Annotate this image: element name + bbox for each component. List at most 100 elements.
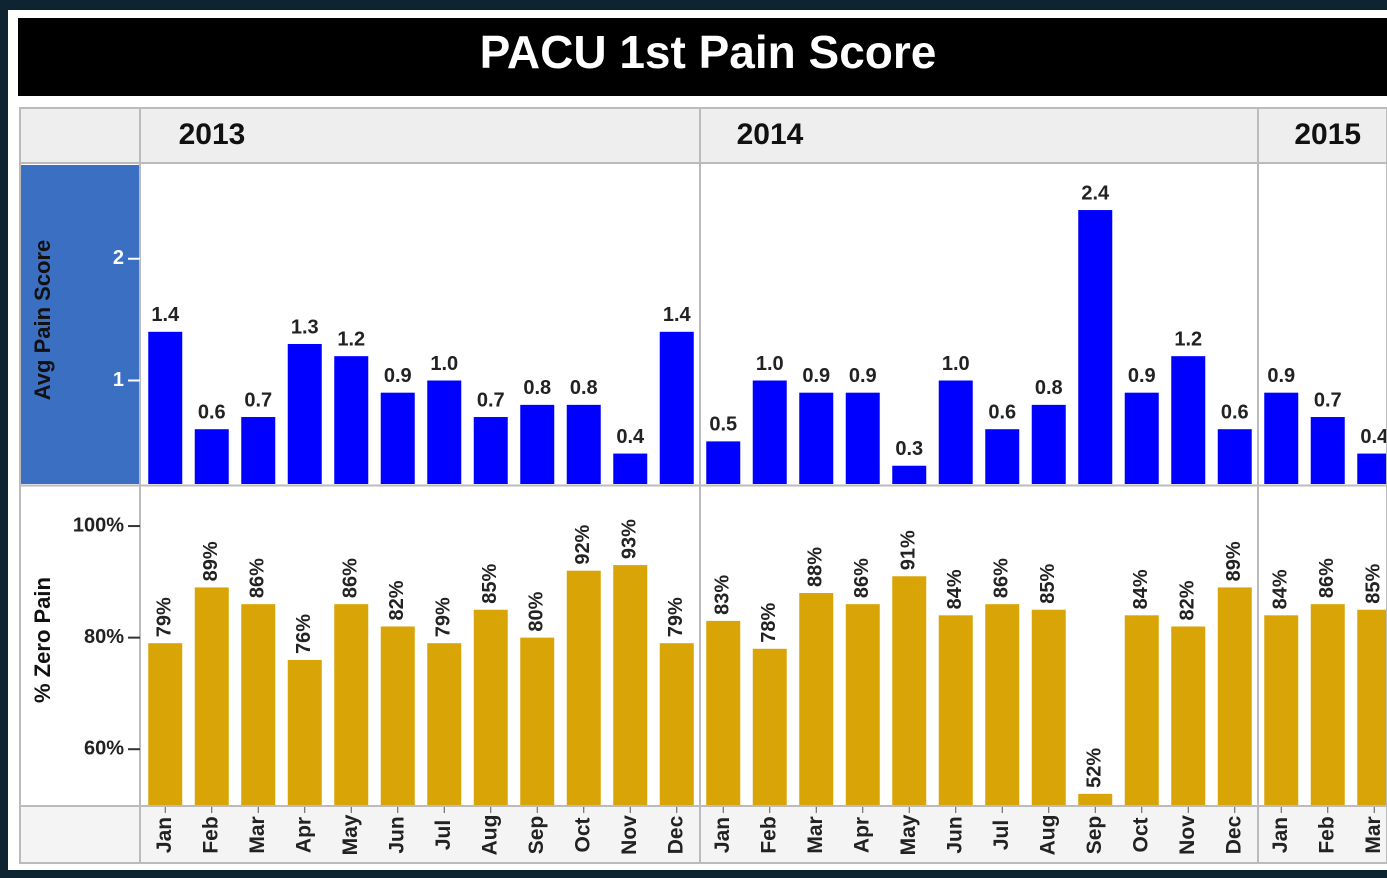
data-label: 82% xyxy=(1177,580,1199,620)
plot: 2013 Jan Feb Mar Apr May Jun Jul Aug Sep Oct Nov Dec… xyxy=(20,108,1387,863)
bar xyxy=(380,626,415,805)
x-tick-label: Nov xyxy=(1176,815,1199,855)
bar xyxy=(194,429,229,484)
x-tick-label: Sep xyxy=(525,816,548,855)
bar xyxy=(427,643,462,805)
data-label: 0.9 xyxy=(802,365,830,387)
bar xyxy=(380,392,415,484)
data-label: 1.0 xyxy=(756,353,784,375)
data-label: 93% xyxy=(619,519,641,559)
data-label: 0.8 xyxy=(570,377,598,399)
bar xyxy=(613,453,648,484)
data-label: 1.3 xyxy=(291,316,319,338)
data-label: 79% xyxy=(433,597,455,637)
bar xyxy=(706,441,741,484)
data-label: 85% xyxy=(1363,563,1385,603)
data-label: 0.9 xyxy=(1267,365,1295,387)
bar xyxy=(845,392,880,484)
data-label: 1.0 xyxy=(942,353,970,375)
data-label: 85% xyxy=(1037,563,1059,603)
year-label: 2014 xyxy=(737,118,804,151)
x-tick-label: Jan xyxy=(711,817,734,853)
x-tick-label: Jul xyxy=(432,820,455,850)
bar xyxy=(613,565,648,805)
data-label: 0.9 xyxy=(384,365,412,387)
x-tick-label: Jan xyxy=(153,817,176,853)
bar xyxy=(148,643,183,805)
x-tick-label: Aug xyxy=(478,815,501,856)
bar xyxy=(1171,356,1206,484)
bar xyxy=(241,417,276,484)
y-axis-label: Avg Pain Score xyxy=(30,240,55,401)
data-label: 1.4 xyxy=(151,304,180,326)
bar xyxy=(659,643,694,805)
bar xyxy=(892,576,927,805)
bar xyxy=(427,380,462,484)
bar xyxy=(938,380,973,484)
bar xyxy=(799,392,834,484)
x-tick-label: Sep xyxy=(1083,816,1106,855)
bar xyxy=(1171,626,1206,805)
year-label: 2013 xyxy=(179,118,246,151)
x-tick-label: Dec xyxy=(664,815,687,854)
data-label: 79% xyxy=(665,597,687,637)
data-label: 0.9 xyxy=(1128,365,1156,387)
data-label: 84% xyxy=(1270,569,1292,609)
data-label: 1.4 xyxy=(663,304,692,326)
x-tick-label: Feb xyxy=(1315,816,1338,853)
data-label: 78% xyxy=(758,603,780,643)
bar xyxy=(1310,417,1345,484)
bar xyxy=(1264,392,1299,484)
data-label: 0.7 xyxy=(477,389,505,411)
bar xyxy=(659,331,694,484)
y-tick-label: 2 xyxy=(113,247,124,269)
data-label: 83% xyxy=(712,575,734,615)
bar xyxy=(194,587,229,805)
bar xyxy=(985,429,1020,484)
data-label: 0.4 xyxy=(616,426,645,448)
data-label: 84% xyxy=(944,569,966,609)
y-tick-label: 1 xyxy=(113,369,124,391)
y-tick-label: 100% xyxy=(73,514,124,536)
data-label: 89% xyxy=(200,541,222,581)
y-axis-label: % Zero Pain xyxy=(30,577,55,703)
data-label: 92% xyxy=(572,524,594,564)
x-tick-label: Jul xyxy=(990,820,1013,850)
bar xyxy=(985,604,1020,805)
x-tick-label: Jun xyxy=(943,816,966,853)
x-tick-label: Dec xyxy=(1222,815,1245,854)
data-label: 0.8 xyxy=(523,377,551,399)
bar xyxy=(706,620,741,805)
data-label: 0.4 xyxy=(1360,426,1387,448)
x-tick-label: Jun xyxy=(385,816,408,853)
data-label: 86% xyxy=(851,558,873,598)
label-cell xyxy=(20,165,140,484)
bar xyxy=(1031,609,1066,805)
data-label: 1.0 xyxy=(430,353,458,375)
data-label: 89% xyxy=(1223,541,1245,581)
x-tick-label: Apr xyxy=(850,817,873,853)
x-tick-label: Apr xyxy=(292,817,315,853)
data-label: 91% xyxy=(898,530,920,570)
bar xyxy=(1357,609,1387,805)
bar xyxy=(892,465,927,484)
x-tick-label: Oct xyxy=(1129,817,1152,852)
frame xyxy=(19,107,1387,864)
data-label: 0.5 xyxy=(709,414,737,436)
x-tick-label: Aug xyxy=(1036,815,1059,856)
data-label: 86% xyxy=(340,558,362,598)
data-label: 1.2 xyxy=(337,328,365,350)
bar xyxy=(1357,453,1387,484)
bar xyxy=(334,356,369,484)
bar xyxy=(938,615,973,805)
data-label: 80% xyxy=(526,591,548,631)
data-label: 0.3 xyxy=(895,438,923,460)
year-label: 2015 xyxy=(1294,118,1361,151)
bar xyxy=(1078,210,1113,484)
data-label: 0.6 xyxy=(988,401,1016,423)
data-label: 88% xyxy=(805,547,827,587)
data-label: 0.7 xyxy=(1314,389,1342,411)
x-tick-label: Nov xyxy=(618,815,641,855)
data-label: 86% xyxy=(991,558,1013,598)
